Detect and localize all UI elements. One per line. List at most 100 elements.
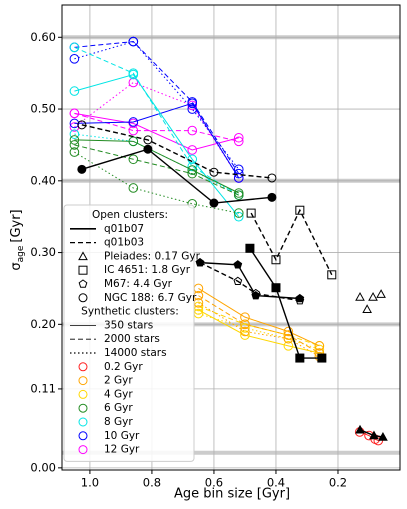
marker-circle (69, 108, 80, 119)
series-line (250, 208, 333, 276)
marker-circle (78, 417, 88, 427)
marker-circle (69, 147, 80, 157)
marker-circle (187, 125, 198, 136)
marker-circle (233, 211, 244, 222)
marker-circle (233, 136, 244, 147)
marker-circle (233, 164, 244, 175)
x-tick-label: 0.6 (205, 476, 223, 490)
marker-circle (283, 326, 294, 337)
x-axis-label: Age bin size [Gyr] (174, 487, 290, 502)
marker-circle (233, 132, 244, 143)
legend-label: 10 Gyr (104, 430, 140, 442)
marker-square (78, 265, 88, 275)
y-tick-label: 0.50 (30, 102, 56, 116)
series-line (249, 247, 322, 359)
marker-circle (69, 140, 80, 150)
marker-pentagon (251, 288, 261, 298)
marker-circle (283, 341, 294, 351)
marker-circle (240, 323, 250, 333)
marker-circle (187, 104, 198, 114)
y-tick-label: 0.20 (30, 317, 56, 331)
x-tick-label: 0.4 (267, 476, 285, 490)
legend-label: M67: 4.4 Gyr (104, 278, 173, 290)
legend-label: q01b03 (104, 237, 144, 249)
marker-circle (69, 129, 80, 139)
marker-circle (187, 161, 198, 172)
marker-circle (143, 144, 153, 154)
y-tick-label: 0.30 (30, 245, 56, 259)
series-line (74, 112, 239, 142)
marker-square (317, 353, 327, 363)
series-line (199, 261, 300, 302)
marker-circle (233, 190, 244, 200)
series-line (198, 302, 320, 358)
marker-circle (187, 168, 198, 179)
series-line (74, 139, 239, 194)
marker-circle (69, 118, 80, 129)
marker-circle (69, 42, 80, 53)
marker-triangle (78, 251, 88, 261)
marker-circle (128, 36, 139, 47)
marker-circle (187, 145, 198, 155)
y-tick-label: 0.40 (30, 173, 56, 187)
y-label-symbol: σ (9, 262, 24, 270)
marker-triangle (376, 289, 386, 298)
y-tick-label: 0.00 (30, 460, 56, 474)
marker-square (271, 255, 281, 265)
legend-label: 4 Gyr (104, 388, 133, 400)
marker-circle (78, 389, 88, 399)
marker-circle (240, 326, 250, 337)
series-line (74, 112, 239, 151)
y-tick-label: 0.60 (30, 30, 56, 44)
legend-label: 8 Gyr (104, 416, 133, 428)
legend-label: 12 Gyr (104, 444, 140, 456)
series-line (74, 74, 240, 218)
legend-label: 350 stars (104, 319, 153, 331)
marker-pentagon (233, 260, 243, 269)
series-line (74, 41, 240, 174)
marker-circle (128, 154, 139, 165)
marker-pentagon (295, 296, 305, 305)
x-tick-label: 0.2 (329, 476, 347, 490)
marker-circle (78, 403, 88, 413)
marker-triangle (355, 424, 365, 434)
legend-label: 14000 stars (104, 347, 167, 359)
axes-frame (61, 4, 401, 471)
series-line (198, 295, 320, 354)
marker-circle (209, 167, 219, 177)
marker-circle (128, 68, 139, 78)
legend-box (63, 204, 195, 462)
marker-circle (78, 376, 88, 386)
legend-label: 0.2 Gyr (104, 361, 143, 373)
legend-label: q01b07 (104, 223, 144, 235)
series-line (74, 41, 240, 170)
marker-circle (240, 319, 250, 330)
series-line (199, 261, 300, 300)
series-line (81, 124, 273, 179)
marker-circle (78, 431, 88, 441)
marker-circle (128, 117, 139, 127)
marker-triangle (369, 430, 379, 440)
series-line (198, 309, 320, 354)
marker-pentagon (233, 276, 243, 286)
marker-triangle (362, 304, 372, 313)
marker-triangle (378, 431, 388, 441)
marker-circle (143, 135, 153, 145)
series-line (74, 102, 240, 179)
marker-square (271, 283, 281, 293)
x-tick-label: 1.0 (81, 476, 99, 490)
marker-circle (69, 86, 80, 96)
series-line (74, 144, 239, 196)
series-line (81, 148, 273, 204)
marker-pentagon (195, 257, 205, 267)
marker-circle (187, 165, 198, 175)
marker-circle (209, 198, 219, 208)
y-label-unit: [Gyr] (9, 209, 24, 242)
marker-circle (77, 164, 87, 174)
legend-label: 2000 stars (104, 333, 160, 345)
marker-circle (233, 208, 244, 218)
marker-triangle (355, 292, 365, 301)
marker-square (295, 353, 305, 363)
